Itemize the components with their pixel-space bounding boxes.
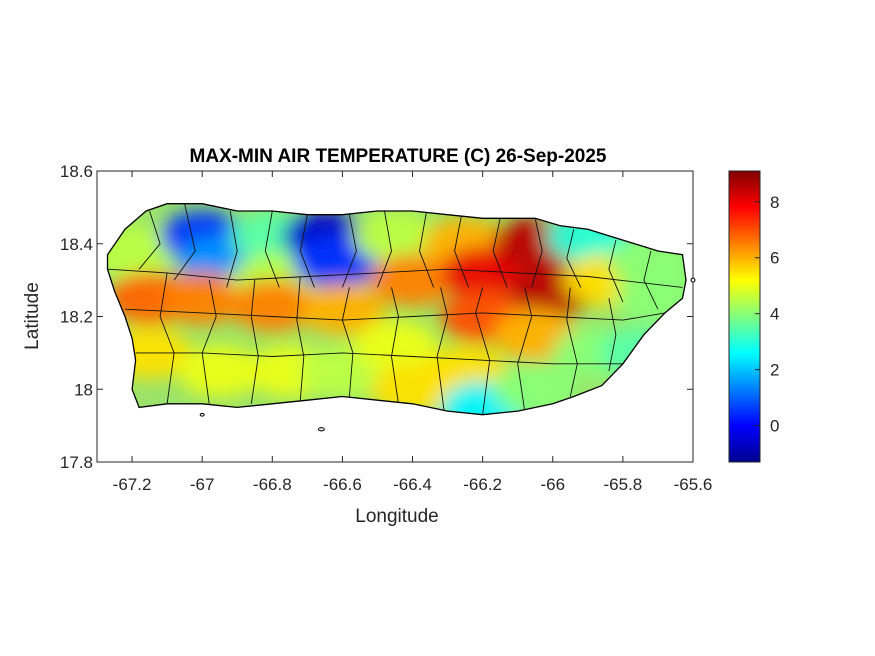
x-axis-label: Longitude [355, 506, 438, 527]
municipality-boundary [107, 268, 683, 288]
municipality-boundary [341, 287, 354, 397]
municipality-boundary [531, 218, 543, 288]
x-tick-label: -66 [540, 475, 565, 494]
municipality-boundary [436, 287, 449, 412]
colorbar-tick-label: 0 [770, 417, 779, 436]
colorbar-tick-label: 6 [770, 249, 779, 268]
x-axis: -67.2 -67 -66.8 -66.6 -66.4 -66.2 -66 -65.8 -65.… [113, 171, 713, 494]
colorbar [728, 170, 761, 463]
x-tick-label: -65.6 [674, 475, 713, 494]
x-tick-label: -66.2 [463, 475, 502, 494]
y-tick-label: 18.6 [60, 162, 93, 181]
colorbar-tick-label: 8 [770, 193, 779, 212]
y-tick-label: 18 [74, 380, 93, 399]
municipality-boundary [135, 352, 623, 365]
colorbar-tick-label: 2 [770, 361, 779, 380]
heat-cell [300, 283, 385, 336]
heat-cell [353, 319, 437, 372]
municipality-boundary [492, 218, 508, 288]
municipality-boundary [341, 214, 357, 288]
municipality-boundary [566, 287, 578, 397]
municipality-boundary [643, 250, 659, 310]
municipality-boundary [454, 214, 470, 288]
x-tick-label: -65.8 [604, 475, 643, 494]
municipality-boundary [264, 210, 280, 288]
municipality-boundary [608, 298, 617, 372]
municipality-boundary [124, 308, 666, 321]
municipality-boundary [566, 229, 582, 288]
municipality-boundary [391, 287, 399, 404]
municipality-boundary [250, 280, 259, 404]
municipality-boundary [475, 287, 491, 415]
municipality-boundary [226, 210, 238, 288]
island-outline [106, 203, 696, 432]
municipality-boundary [517, 287, 533, 412]
x-tick-label: -66.4 [393, 475, 432, 494]
islet [199, 412, 205, 417]
municipality-boundary [377, 210, 392, 288]
coastline [106, 203, 687, 416]
municipality-boundary [608, 239, 624, 303]
colorbar-ticks: 0 2 4 6 8 [755, 193, 779, 436]
y-tick-label: 18.4 [60, 235, 93, 254]
y-axis: 17.8 18 18.2 18.4 18.6 [60, 162, 693, 472]
y-tick-label: 17.8 [60, 453, 93, 472]
municipality-borders [107, 203, 683, 415]
x-tick-label: -67 [190, 475, 215, 494]
municipality-boundary [138, 210, 161, 270]
municipality-boundary [201, 280, 217, 404]
x-tick-label: -66.8 [253, 475, 292, 494]
heat-cell [160, 272, 245, 325]
heat-cell [353, 210, 437, 263]
colorbar-tick-label: 4 [770, 305, 779, 324]
x-tick-label: -67.2 [113, 475, 152, 494]
chart-title: MAX-MIN AIR TEMPERATURE (C) 26-Sep-2025 [190, 146, 607, 167]
y-axis-label: Latitude [22, 282, 43, 350]
municipality-boundary [173, 203, 196, 281]
municipality-boundary [419, 210, 435, 288]
heat-cell [370, 254, 455, 307]
municipality-boundary [299, 214, 315, 288]
islet [317, 427, 325, 432]
y-tick-label: 18.2 [60, 308, 93, 327]
heat-cell [177, 345, 262, 398]
islet [690, 277, 696, 283]
municipality-boundary [296, 276, 305, 401]
municipality-boundary [159, 272, 175, 404]
x-tick-label: -66.6 [323, 475, 362, 494]
